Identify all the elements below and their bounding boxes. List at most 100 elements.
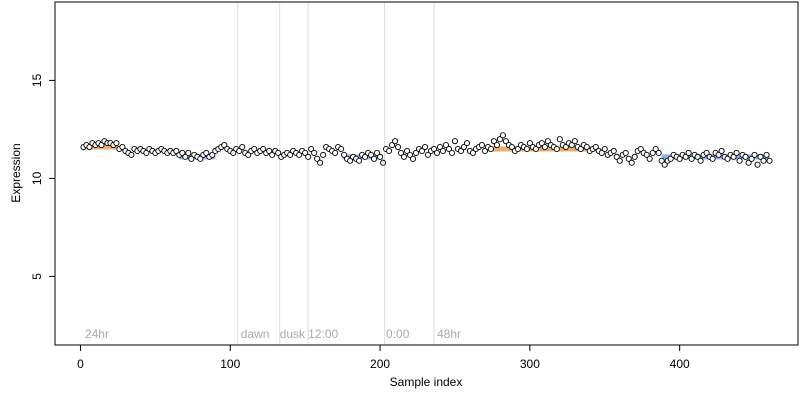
data-point (487, 145, 494, 153)
data-point (499, 132, 506, 139)
vertical-guide-lines (237, 2, 435, 345)
data-point (424, 151, 432, 158)
data-point (400, 153, 408, 160)
data-point (631, 153, 638, 160)
data-point (275, 149, 282, 156)
data-point (451, 138, 459, 145)
data-point (409, 155, 417, 162)
data-point (221, 142, 228, 149)
data-point (457, 147, 465, 155)
x-tick-label: 0 (77, 357, 84, 371)
data-point (760, 157, 767, 164)
data-point (448, 149, 456, 156)
data-point (592, 143, 599, 151)
data-point (230, 149, 237, 156)
data-point (197, 155, 204, 162)
data-point (514, 145, 521, 153)
y-axis-title: Expression (9, 143, 23, 202)
data-point (610, 147, 617, 155)
data-point (508, 143, 515, 151)
data-point (688, 155, 695, 162)
data-point (601, 145, 608, 153)
data-point (694, 153, 701, 160)
data-point (314, 155, 321, 162)
data-point (397, 149, 405, 156)
data-point (637, 145, 644, 153)
data-point (583, 143, 590, 151)
data-point (287, 151, 294, 158)
data-point (556, 136, 563, 143)
data-point (362, 153, 369, 160)
data-point (763, 151, 770, 158)
data-point (380, 159, 387, 166)
data-point (128, 151, 135, 158)
data-point (347, 157, 354, 164)
data-point (311, 149, 318, 156)
data-point (658, 157, 665, 164)
data-point (709, 155, 716, 162)
x-tick-label: 400 (670, 357, 690, 371)
data-point (541, 143, 548, 151)
data-point (433, 149, 441, 156)
data-point (646, 155, 653, 162)
data-point (571, 138, 578, 145)
data-point (562, 143, 569, 151)
data-point (616, 157, 623, 164)
annotations: 24hr dawn dusk 12:00 0:00 48hr (85, 327, 461, 341)
data-point (182, 153, 189, 160)
annotation-label: 48hr (437, 327, 461, 341)
data-point (532, 145, 539, 153)
data-point (625, 155, 632, 162)
data-point (724, 155, 731, 162)
data-point (460, 143, 467, 151)
plot-frame (54, 1, 799, 346)
data-points (80, 132, 773, 168)
x-tick-label: 200 (370, 357, 390, 371)
annotation-label: 24hr (85, 327, 109, 341)
data-point (469, 149, 476, 156)
data-point (113, 140, 120, 147)
data-point (643, 151, 650, 158)
data-point (179, 149, 186, 156)
data-point (649, 149, 656, 156)
data-point (502, 138, 509, 145)
data-point (751, 151, 758, 158)
data-point (742, 153, 749, 160)
data-point (185, 149, 192, 156)
data-point (682, 153, 689, 160)
x-axis-title: Sample index (390, 375, 463, 389)
data-point (736, 157, 743, 164)
data-point (490, 138, 497, 145)
data-point (613, 153, 620, 160)
data-point (317, 159, 324, 166)
data-point (245, 151, 252, 158)
data-point (436, 143, 444, 151)
annotation-label: 0:00 (386, 327, 410, 341)
data-point (173, 147, 180, 155)
data-point (119, 143, 126, 151)
y-tick-label: 15 (30, 73, 44, 87)
data-point (377, 153, 384, 160)
data-point (478, 142, 485, 149)
data-point (356, 157, 363, 164)
data-point (463, 140, 470, 147)
data-point (757, 153, 764, 160)
data-point (386, 147, 393, 155)
data-point (553, 145, 560, 153)
data-point (622, 149, 629, 156)
data-point (676, 155, 683, 162)
annotation-label: 12:00 (308, 327, 338, 341)
data-point (236, 147, 243, 155)
x-tick-label: 100 (220, 357, 240, 371)
data-point (481, 147, 488, 155)
data-point (302, 149, 309, 156)
data-point (188, 155, 195, 162)
data-point (86, 143, 93, 151)
data-point (754, 161, 761, 168)
data-point (652, 145, 659, 153)
data-point (748, 155, 755, 162)
data-point (661, 161, 668, 168)
data-point (320, 151, 327, 158)
